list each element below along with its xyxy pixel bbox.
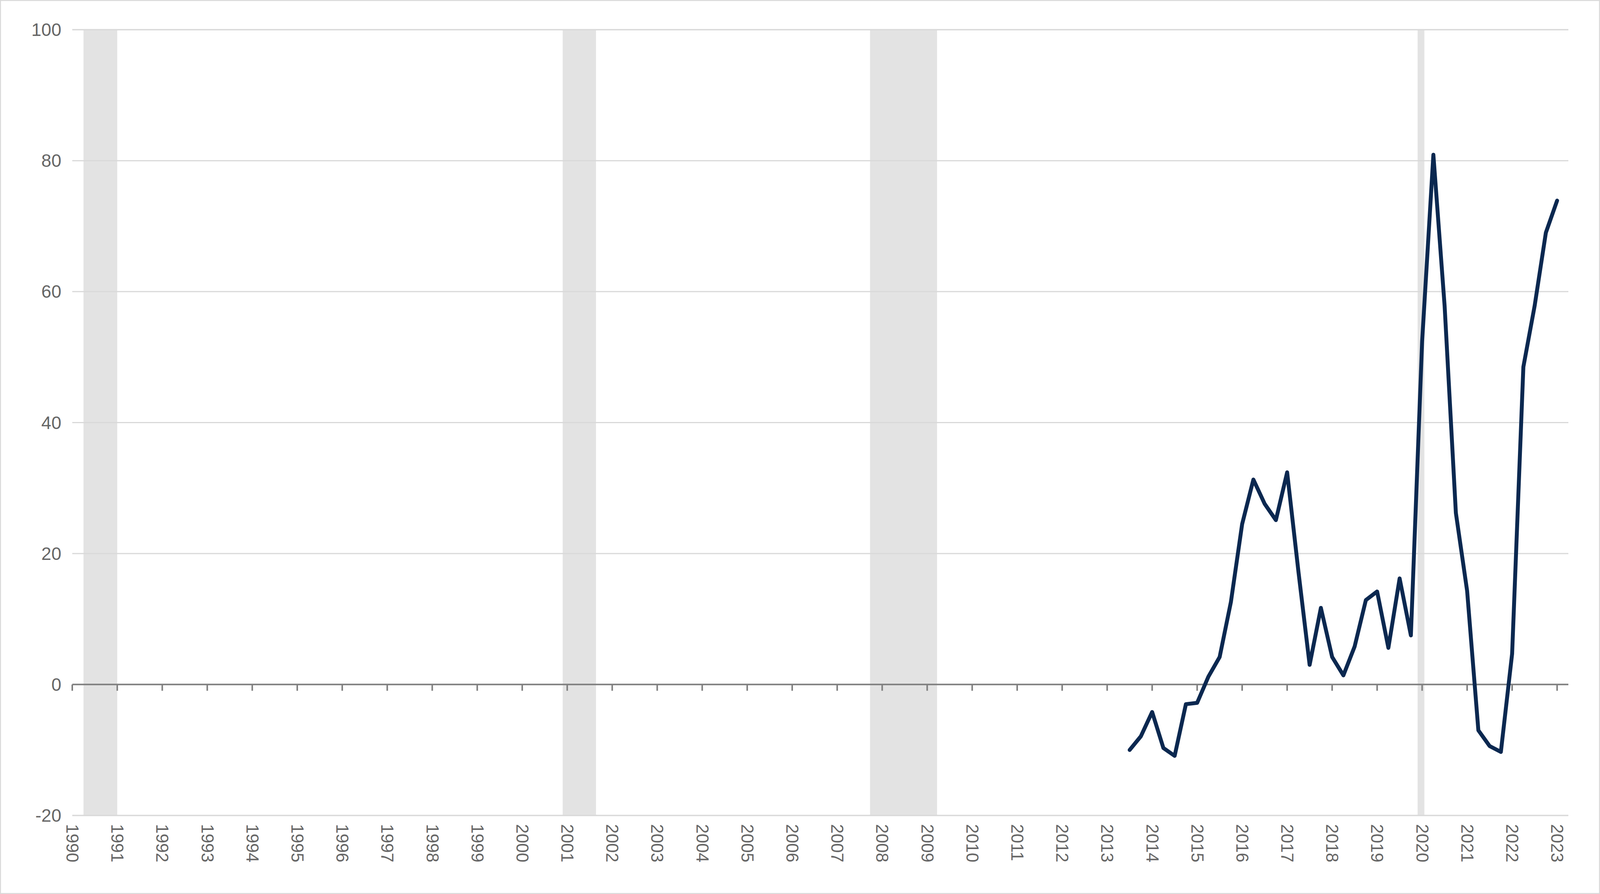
- x-tick: [1016, 684, 1018, 691]
- grid-line: [72, 160, 1569, 162]
- x-tick-label: 2021: [1457, 823, 1477, 863]
- x-tick-label: 2004: [692, 823, 713, 863]
- y-tick-label: 20: [41, 543, 62, 564]
- x-tick: [296, 684, 299, 691]
- x-tick-label: 2018: [1322, 823, 1342, 863]
- x-tick-label: 2006: [782, 823, 802, 863]
- x-tick-label: 2002: [602, 823, 622, 863]
- x-tick: [1196, 684, 1199, 691]
- y-tick-label: 100: [31, 19, 62, 40]
- x-tick-label: 1997: [377, 823, 397, 863]
- x-tick-label: 2017: [1277, 823, 1297, 863]
- x-tick-label: 2007: [827, 823, 847, 863]
- x-tick-label: 2015: [1187, 823, 1208, 863]
- x-tick: [971, 684, 974, 691]
- x-tick-label: 2019: [1367, 823, 1387, 863]
- x-tick: [341, 684, 343, 691]
- frame: [0, 0, 1600, 894]
- y-tick-label: 60: [41, 281, 62, 302]
- x-tick: [1241, 684, 1243, 691]
- x-tick-label: 1995: [287, 823, 308, 863]
- x-tick-label: 1991: [107, 823, 127, 863]
- x-tick-label: 1993: [198, 823, 218, 863]
- x-tick: [926, 684, 929, 691]
- x-tick: [1151, 684, 1154, 691]
- x-tick: [1421, 684, 1424, 691]
- x-tick: [1511, 684, 1513, 691]
- plot-bottom: [72, 814, 1569, 817]
- series: [1129, 154, 1558, 756]
- x-tick-label: 1994: [242, 823, 263, 863]
- x-tick-label: 1992: [152, 823, 172, 863]
- x-tick: [116, 684, 118, 691]
- x-tick: [836, 684, 838, 691]
- chart: -20 0 20 40 60 80 100 1990 1991 1992 1993 1994 1995 1…: [0, 0, 1600, 894]
- y-tick-label: -20: [35, 805, 62, 826]
- x-tick-label: 2016: [1232, 823, 1252, 863]
- x-tick-label: 2003: [647, 823, 667, 863]
- x-tick: [611, 684, 613, 691]
- x-tick: [1376, 684, 1378, 691]
- grid-line: [72, 291, 1569, 293]
- x-tick: [1061, 684, 1063, 691]
- grid-line: [72, 421, 1569, 424]
- grid-line: [72, 29, 1569, 31]
- x-tick-label: 1998: [423, 823, 443, 863]
- x-tick: [521, 684, 524, 691]
- x-tick: [1106, 684, 1108, 691]
- y-tick-label: 40: [41, 412, 62, 433]
- x-tick: [431, 684, 434, 691]
- x-tick-label: 2013: [1097, 823, 1117, 863]
- y-tick-label: 0: [51, 674, 62, 695]
- grid-line: [72, 552, 1569, 554]
- x-tick-label: 1990: [62, 823, 83, 863]
- y-tick-label: 80: [41, 150, 62, 171]
- x-tick: [476, 684, 479, 691]
- x-tick-label: 1999: [467, 823, 488, 863]
- grid-line: [72, 814, 1569, 817]
- x-tick-label: 2023: [1547, 823, 1567, 863]
- x-tick-label: 2014: [1142, 823, 1163, 863]
- plot-top: [72, 29, 1569, 31]
- x-tick: [386, 684, 388, 691]
- x-tick-label: 2020: [1412, 823, 1433, 863]
- x-tick-label: 2008: [872, 823, 892, 863]
- x-tick: [746, 684, 749, 691]
- x-tick: [71, 684, 74, 691]
- x-tick: [1331, 684, 1333, 691]
- x-tick-label: 2011: [1007, 823, 1027, 861]
- x-tick: [206, 684, 209, 691]
- x-tick: [161, 684, 163, 691]
- x-tick: [1556, 684, 1558, 691]
- x-tick-label: 2001: [557, 823, 577, 863]
- line: [1129, 154, 1558, 756]
- x-tick-label: 2012: [1052, 823, 1072, 863]
- x-tick-label: 2010: [962, 823, 983, 863]
- x-tick-label: 2009: [917, 823, 938, 863]
- x-tick-label: 2022: [1502, 823, 1522, 863]
- x-tick: [791, 684, 793, 691]
- x-tick-label: 2000: [512, 823, 533, 863]
- x-tick: [251, 684, 254, 691]
- x-tick: [881, 684, 883, 691]
- x-tick: [1286, 684, 1288, 691]
- x-tick: [566, 684, 568, 691]
- x-tick-label: 2005: [737, 823, 758, 863]
- x-tick: [701, 684, 704, 691]
- x-tick: [1466, 684, 1468, 691]
- x-tick: [656, 684, 658, 691]
- x-tick-label: 1996: [332, 823, 352, 863]
